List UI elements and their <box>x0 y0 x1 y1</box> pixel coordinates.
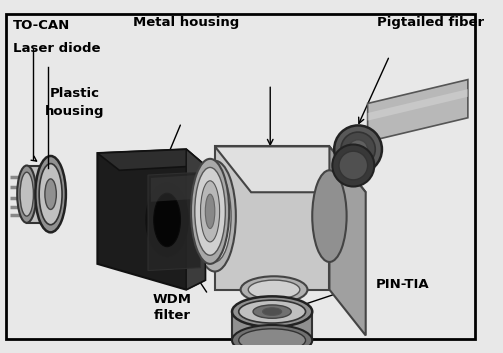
Ellipse shape <box>334 125 382 173</box>
Ellipse shape <box>195 167 225 255</box>
Polygon shape <box>215 146 366 192</box>
Ellipse shape <box>253 305 291 318</box>
Text: housing: housing <box>45 104 104 118</box>
Ellipse shape <box>232 325 312 353</box>
Text: Pigtailed fiber: Pigtailed fiber <box>377 16 484 29</box>
Ellipse shape <box>45 179 56 209</box>
Text: Laser diode: Laser diode <box>14 42 101 55</box>
Text: PIN-TIA: PIN-TIA <box>375 279 429 291</box>
Ellipse shape <box>35 156 66 232</box>
Ellipse shape <box>332 144 374 186</box>
Ellipse shape <box>248 280 300 299</box>
Polygon shape <box>98 149 205 290</box>
Polygon shape <box>329 146 366 335</box>
Polygon shape <box>148 172 201 270</box>
Ellipse shape <box>194 161 236 271</box>
Ellipse shape <box>199 170 231 262</box>
Ellipse shape <box>240 276 307 303</box>
Text: WDM: WDM <box>152 293 191 306</box>
Polygon shape <box>368 89 468 121</box>
Polygon shape <box>186 149 205 290</box>
Ellipse shape <box>209 197 221 235</box>
Ellipse shape <box>263 308 282 316</box>
Ellipse shape <box>20 172 33 216</box>
Polygon shape <box>98 149 205 170</box>
Ellipse shape <box>339 151 368 180</box>
Polygon shape <box>232 312 312 340</box>
Ellipse shape <box>312 170 347 262</box>
Ellipse shape <box>146 184 188 256</box>
Polygon shape <box>368 79 468 142</box>
Ellipse shape <box>341 132 375 167</box>
Ellipse shape <box>239 300 305 323</box>
Ellipse shape <box>349 140 368 159</box>
Ellipse shape <box>239 329 305 352</box>
Ellipse shape <box>201 181 220 242</box>
Text: Metal housing: Metal housing <box>133 16 239 29</box>
Ellipse shape <box>154 193 181 247</box>
Ellipse shape <box>17 166 36 223</box>
Polygon shape <box>215 146 329 290</box>
Ellipse shape <box>39 163 62 225</box>
Ellipse shape <box>232 296 312 327</box>
Polygon shape <box>151 175 196 202</box>
Text: TO-CAN: TO-CAN <box>14 19 70 32</box>
Ellipse shape <box>191 159 229 264</box>
Text: filter: filter <box>153 309 190 322</box>
Ellipse shape <box>205 194 215 228</box>
Text: Plastic: Plastic <box>49 88 100 100</box>
Polygon shape <box>27 166 50 223</box>
Ellipse shape <box>204 185 225 248</box>
